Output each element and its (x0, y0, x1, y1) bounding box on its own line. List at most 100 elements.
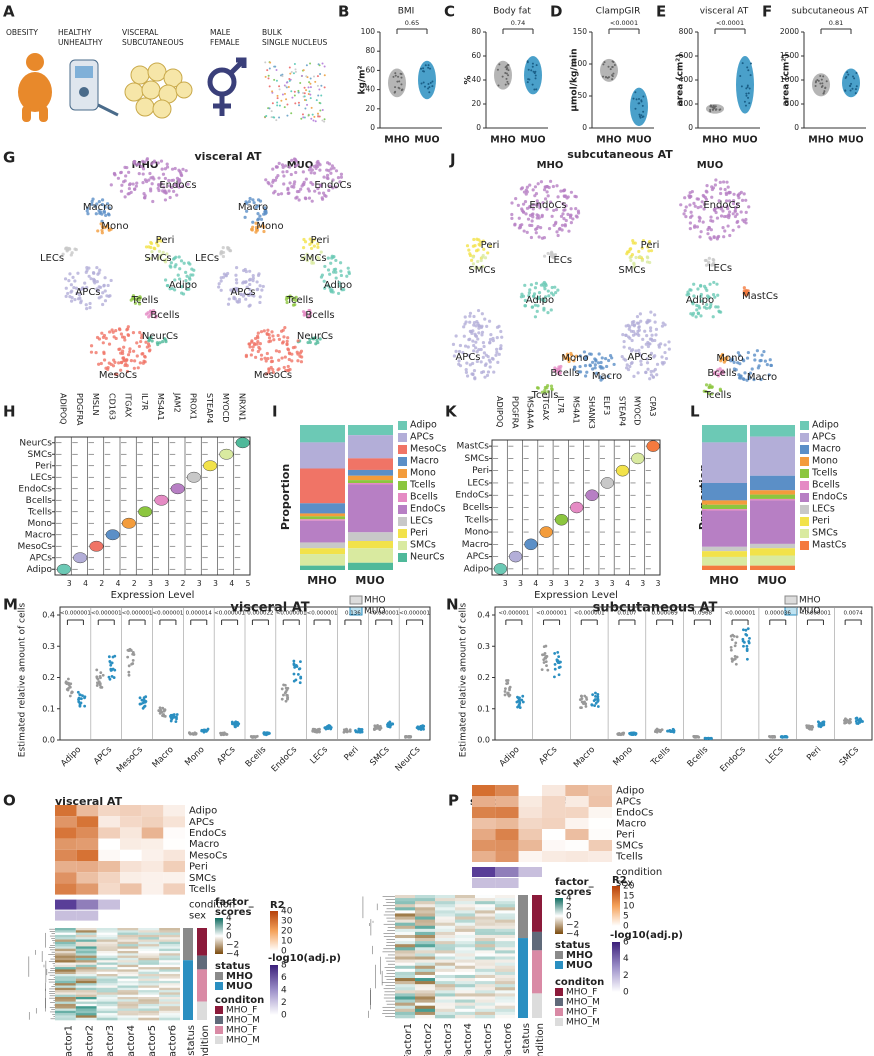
cluster-label: Mono (256, 221, 283, 232)
data-point (394, 74, 397, 77)
data-point (557, 661, 561, 665)
umap-point (107, 228, 111, 232)
umap-point (69, 253, 73, 257)
umap-point (296, 352, 300, 356)
umap-point (636, 329, 640, 333)
row-label: EndoCs (616, 808, 653, 819)
heatmap-cell (138, 930, 160, 933)
y-tick-label: 50 (577, 91, 587, 100)
heatmap-cell (495, 953, 515, 957)
umap-point (123, 179, 127, 183)
panel-title: visceral AT (230, 601, 309, 616)
umap-point (462, 325, 466, 329)
umap-point (520, 186, 525, 190)
cluster-label: Bcells (150, 310, 179, 321)
heatmap-cell (75, 1017, 97, 1021)
umap-point (235, 281, 239, 285)
umap-point (346, 266, 350, 270)
umap-point (95, 202, 99, 206)
heatmap-cell (98, 883, 120, 895)
umap-point (124, 359, 128, 363)
umap-point (539, 283, 543, 287)
umap-point (276, 192, 281, 196)
umap-point (543, 197, 548, 201)
umap-point (631, 241, 635, 245)
row-label: SMCs (189, 873, 216, 884)
data-point (822, 722, 826, 726)
legend-swatch (800, 433, 809, 442)
umap-point (294, 295, 298, 299)
heatmap-cell (120, 872, 142, 884)
umap-point (490, 356, 494, 361)
heatmap-cell (138, 969, 160, 972)
umap-point (248, 345, 252, 349)
data-point (95, 684, 99, 687)
heatmap-cell (495, 913, 515, 917)
umap-point (715, 282, 719, 286)
colorbar-tick: −4 (226, 950, 240, 960)
heatmap-cell (475, 962, 495, 967)
cluster-label: SMCs (468, 265, 495, 276)
heatmap-cell (163, 816, 185, 828)
umap-point (87, 266, 91, 270)
umap-point (279, 74, 282, 77)
y-tick-label: 1500 (780, 51, 799, 60)
umap-point (152, 246, 156, 250)
umap-point (562, 194, 566, 198)
umap-point (179, 171, 183, 175)
violin (554, 514, 569, 526)
legend-label: MHO (799, 596, 821, 606)
umap-point (326, 256, 330, 260)
y-tick-label: 600 (679, 51, 694, 60)
data-point (397, 86, 400, 89)
umap-point (476, 248, 480, 252)
umap-point (663, 343, 667, 347)
gene-label: ELF3 (602, 396, 611, 415)
heatmap-cell (518, 840, 542, 851)
umap-point (165, 162, 169, 166)
cluster-label: Peri (481, 240, 500, 251)
umap-point (523, 298, 527, 303)
umap-point (100, 228, 104, 232)
annotation-cell (542, 878, 566, 888)
umap-point (328, 272, 332, 276)
umap-point (293, 90, 296, 93)
colorbar-tick: 6 (281, 973, 287, 983)
violin (630, 87, 648, 127)
umap-point (149, 187, 153, 191)
heatmap-cell (395, 984, 415, 988)
umap-point (719, 357, 723, 361)
heatmap-cell (455, 922, 475, 927)
umap-point (163, 278, 168, 282)
x-tick-label: EndoCs (718, 744, 748, 774)
data-point (607, 76, 610, 79)
umap-point (741, 358, 745, 362)
legend-swatch (398, 553, 407, 562)
umap-point (481, 355, 485, 359)
data-point (695, 735, 698, 739)
umap-point (278, 85, 281, 88)
data-point (747, 96, 750, 99)
annotation-label: condition (189, 900, 235, 911)
annotation-cell (98, 899, 120, 910)
umap-point (123, 363, 127, 368)
umap-point (302, 116, 305, 119)
data-point (400, 73, 403, 76)
umap-point (599, 360, 603, 365)
umap-point (307, 189, 311, 193)
heatmap-cell (141, 805, 164, 817)
umap-point (267, 367, 271, 371)
umap-point (190, 267, 194, 271)
umap-point (115, 372, 119, 377)
umap-point (107, 213, 111, 217)
cluster-label: Adipo (526, 295, 554, 306)
heatmap-cell (495, 910, 515, 914)
umap-point (152, 177, 156, 181)
umap-point (274, 165, 278, 169)
bar-segment (300, 520, 345, 543)
y-tick-label: 150 (573, 27, 588, 36)
umap-point (298, 104, 301, 107)
umap-point (626, 335, 631, 339)
umap-point (308, 337, 312, 342)
heatmap-cell (475, 931, 495, 936)
